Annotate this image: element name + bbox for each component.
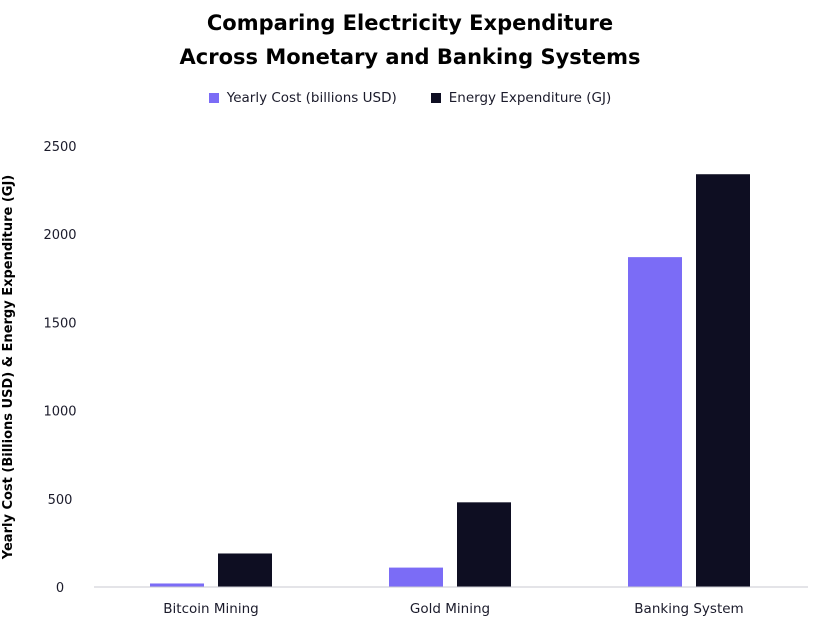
legend-swatch-energy-expenditure	[430, 93, 441, 103]
x-category-label: Bitcoin Mining	[163, 601, 258, 617]
y-tick-label: 1000	[43, 405, 76, 420]
y-tick-label: 2000	[43, 228, 76, 243]
y-tick-label: 500	[48, 493, 73, 508]
x-category-label: Gold Mining	[410, 601, 490, 617]
legend: Yearly Cost (billions USD) Energy Expend…	[0, 90, 820, 106]
y-tick-label: 0	[56, 581, 64, 596]
legend-item-yearly-cost: Yearly Cost (billions USD)	[208, 90, 397, 106]
bar-yearly-cost-gold-mining	[389, 567, 443, 587]
legend-label-energy-expenditure: Energy Expenditure (GJ)	[448, 90, 612, 106]
bars	[150, 174, 750, 587]
chart-title-line-2: Across Monetary and Banking Systems	[179, 45, 641, 69]
x-axis-labels: Bitcoin Mining Gold Mining Banking System	[163, 601, 743, 617]
chart-title: Comparing Electricity Expenditure Across…	[0, 6, 820, 74]
bar-yearly-cost-banking-system	[628, 257, 682, 587]
bar-yearly-cost-bitcoin-mining	[150, 583, 204, 587]
bar-energy-expenditure-gold-mining	[457, 502, 511, 587]
chart-title-line-1: Comparing Electricity Expenditure	[206, 11, 614, 35]
y-tick-label: 1500	[43, 316, 76, 331]
legend-label-yearly-cost: Yearly Cost (billions USD)	[226, 90, 397, 106]
y-axis-ticks: 0 500 1000 1500 2000 2500	[43, 140, 76, 596]
legend-item-energy-expenditure: Energy Expenditure (GJ)	[430, 90, 612, 106]
legend-swatch-yearly-cost	[208, 93, 219, 103]
y-axis-label: Yearly Cost (Billions USD) & Energy Expe…	[1, 175, 16, 560]
y-axis-label-group: Yearly Cost (Billions USD) & Energy Expe…	[1, 175, 16, 560]
bar-energy-expenditure-banking-system	[696, 174, 750, 587]
x-category-label: Banking System	[634, 601, 743, 617]
y-tick-label: 2500	[43, 140, 76, 155]
bar-energy-expenditure-bitcoin-mining	[218, 553, 272, 587]
